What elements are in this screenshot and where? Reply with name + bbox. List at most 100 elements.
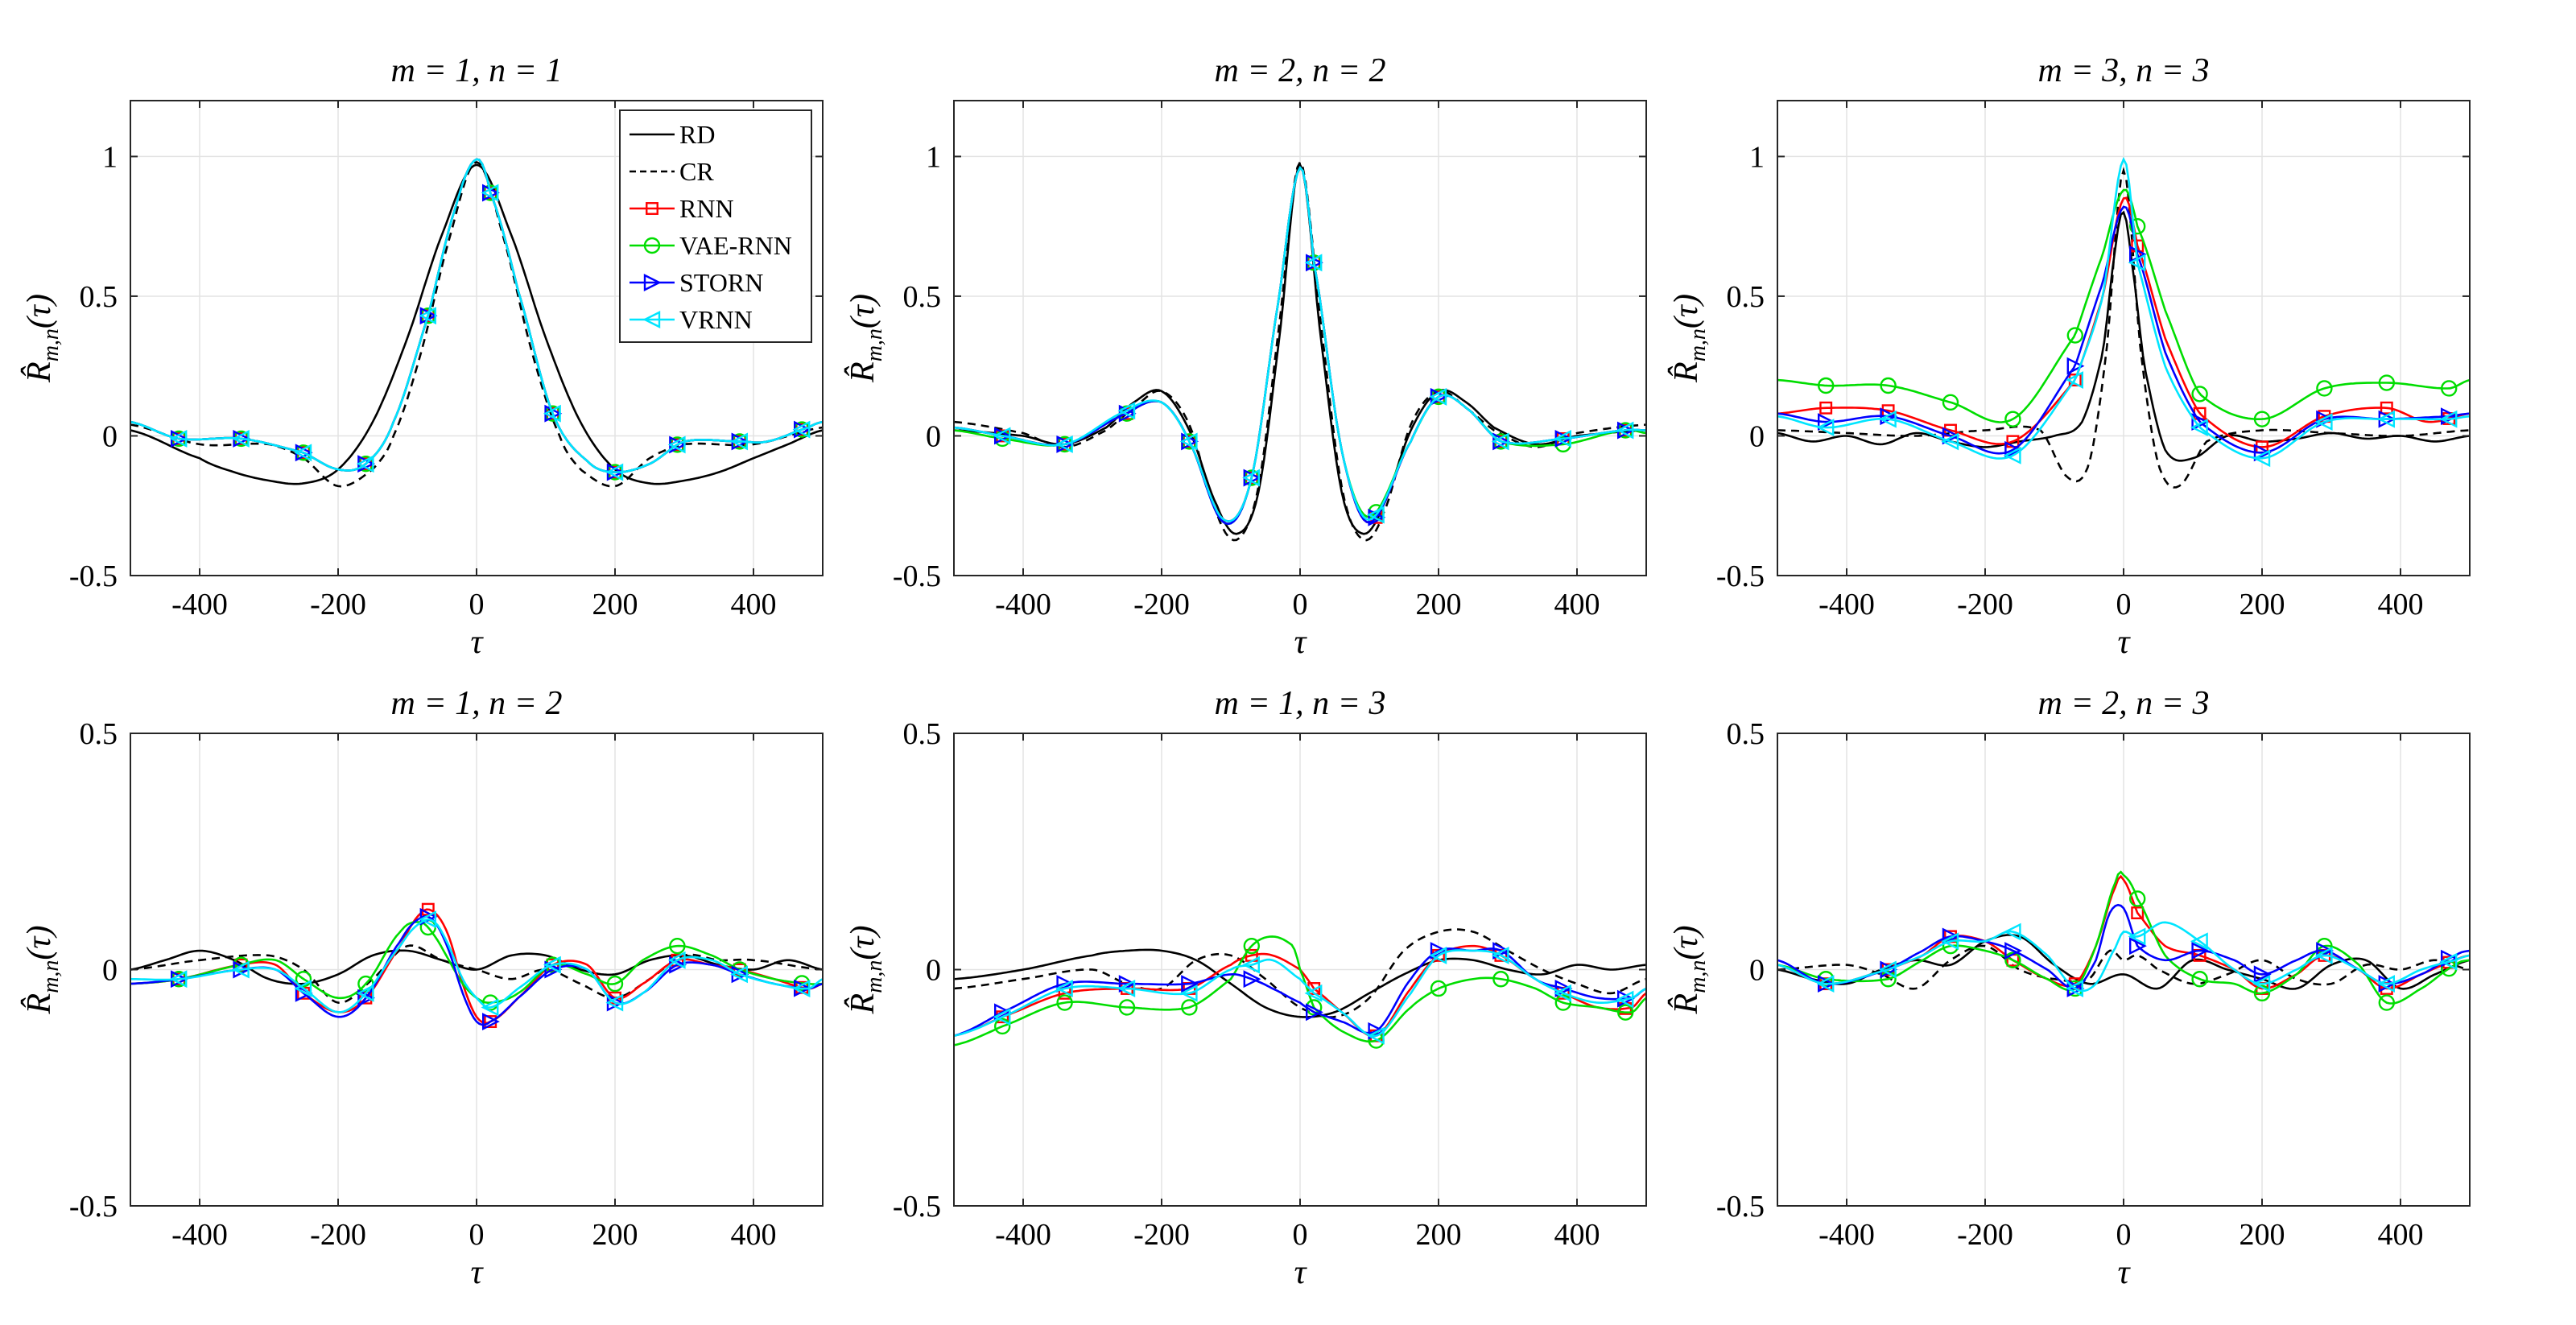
series-vrnn-marker <box>1179 984 1198 1002</box>
panels: -400 -200 0 200 400 -0.5 0 0.5 1 m = 1, n = 1 τ R̂m… <box>20 52 2471 1291</box>
series-vrnn-marker <box>2439 952 2458 971</box>
x-tick-label: 400 <box>731 1218 777 1252</box>
series-vae-rnn-marker <box>1616 1004 1634 1021</box>
x-tick-label: -400 <box>171 588 228 621</box>
series-vae-rnn-marker <box>993 1017 1011 1035</box>
series-vae-rnn-marker <box>1817 377 1835 394</box>
series-vrnn-marker <box>2439 410 2458 428</box>
series-vae-rnn-marker <box>1554 994 1572 1011</box>
x-tick-label: 0 <box>1293 1218 1308 1252</box>
y-tick-label: -0.5 <box>893 559 941 593</box>
y-tick-label: 0.5 <box>1727 717 1765 751</box>
series-vae-rnn-marker <box>2004 951 2021 968</box>
y-axis-label: R̂m,n(τ) <box>20 294 64 383</box>
x-tick-label: -200 <box>1957 588 2013 621</box>
x-tick-label: 0 <box>1293 588 1308 621</box>
y-tick-label: 1 <box>926 140 941 174</box>
x-tick-label: 400 <box>2378 588 2424 621</box>
series-vrnn-marker <box>1429 387 1447 406</box>
series-vae-rnn-marker <box>1492 971 1509 988</box>
series-vae-rnn-marker <box>2191 971 2208 988</box>
y-tick-label: 0.5 <box>903 280 942 314</box>
series-vae-rnn-marker <box>1880 377 1897 394</box>
y-axis-label: R̂m,n(τ) <box>1667 926 1711 1015</box>
series-storn-marker <box>2316 942 2334 960</box>
series-storn-marker <box>1942 927 1960 946</box>
panel-1: -400 -200 0 200 400 -0.5 0 0.5 1 m = 1, n = 1 τ R̂m… <box>20 52 824 661</box>
series-vae-rnn-marker <box>1056 994 1073 1011</box>
series-storn-marker <box>2004 942 2023 960</box>
x-tick-label: -200 <box>310 1218 366 1252</box>
series-vrnn-marker <box>1878 960 1897 979</box>
series-vrnn-line <box>954 165 1646 522</box>
series-vrnn-marker <box>2377 975 2396 993</box>
series-group <box>130 902 823 1031</box>
series-vrnn-marker <box>605 463 624 481</box>
legend-box <box>619 109 812 343</box>
series-vae-rnn-marker <box>2004 411 2021 427</box>
y-tick-label: -0.5 <box>1716 559 1765 593</box>
series-vrnn-marker <box>1816 419 1835 437</box>
legend-label-vae-rnn: VAE-RNN <box>679 231 792 260</box>
series-vrnn-marker <box>2128 254 2146 272</box>
series-vrnn-marker <box>1941 432 1959 451</box>
series-vrnn-line <box>1777 156 2470 460</box>
series-storn-marker <box>1118 975 1137 993</box>
series-vae-rnn-marker <box>669 937 686 955</box>
y-axis-label: R̂m,n(τ) <box>20 926 64 1015</box>
y-tick-label: 0 <box>926 954 941 988</box>
x-axis-label: τ <box>2117 624 2131 661</box>
x-tick-label: 400 <box>1554 1218 1600 1252</box>
legend: RD CR RNN VAE-RNN STORN VRNN <box>619 109 812 343</box>
panel-title: m = 1, n = 2 <box>390 685 562 722</box>
series-vae-rnn-marker <box>1181 999 1198 1016</box>
x-tick-label: -400 <box>995 588 1051 621</box>
series-rd-line <box>1777 210 2470 462</box>
y-tick-label: -0.5 <box>1716 1190 1765 1224</box>
series-rnn-marker <box>2380 401 2393 415</box>
series-group <box>1777 156 2470 489</box>
series-vrnn-marker <box>2252 975 2271 993</box>
series-group <box>954 159 1646 542</box>
panel-3: -400 -200 0 200 400 -0.5 0 0.5 1 m = 3, n = 3 τ R̂m… <box>1667 52 2471 661</box>
series-vae-rnn-marker <box>2440 380 2458 397</box>
panel-title: m = 2, n = 3 <box>2037 685 2209 722</box>
series-vrnn-marker <box>1055 980 1073 997</box>
series-rd-line <box>954 948 1646 1018</box>
series-vrnn-marker <box>2066 371 2084 390</box>
panel-title: m = 1, n = 3 <box>1214 685 1385 722</box>
x-tick-label: -200 <box>1133 1218 1190 1252</box>
series-group <box>1777 870 2470 1011</box>
series-vrnn-marker <box>1304 254 1323 272</box>
x-tick-label: 0 <box>469 588 485 621</box>
legend-rnn-marker <box>646 202 658 215</box>
series-vae-rnn-marker <box>1243 937 1261 955</box>
y-tick-label: 0.5 <box>80 717 118 751</box>
series-cr-line <box>130 944 823 1005</box>
series-vae-rnn-marker <box>2316 380 2333 397</box>
y-tick-label: 0 <box>1749 419 1765 453</box>
series-vae-rnn-marker <box>2253 411 2271 427</box>
series-vae-rnn-marker <box>2128 890 2146 907</box>
legend-label-vrnn: VRNN <box>679 305 753 334</box>
series-vrnn-line <box>130 918 823 1013</box>
series-vrnn-marker <box>169 970 188 989</box>
series-vrnn-marker <box>419 307 436 325</box>
series-vae-rnn-marker <box>2378 994 2396 1011</box>
series-vrnn-marker <box>1616 421 1634 440</box>
series-storn-marker <box>1305 1003 1323 1022</box>
x-tick-label: 400 <box>2378 1218 2424 1252</box>
series-vae-rnn-line <box>954 935 1646 1046</box>
series-vrnn-line <box>130 158 823 473</box>
series-vae-rnn-line <box>1777 870 2470 1005</box>
series-vae-rnn-line <box>1777 188 2470 423</box>
x-tick-label: -400 <box>171 1218 228 1252</box>
series-vrnn-marker <box>1242 956 1261 974</box>
series-vae-rnn-marker <box>2128 217 2146 235</box>
series-vrnn-marker <box>1117 980 1136 997</box>
series-vrnn-marker <box>1117 402 1136 420</box>
x-tick-label: 200 <box>2240 1218 2285 1252</box>
series-storn-marker <box>2004 440 2023 459</box>
series-storn-marker <box>1056 975 1075 993</box>
x-tick-label: 200 <box>2240 588 2285 621</box>
